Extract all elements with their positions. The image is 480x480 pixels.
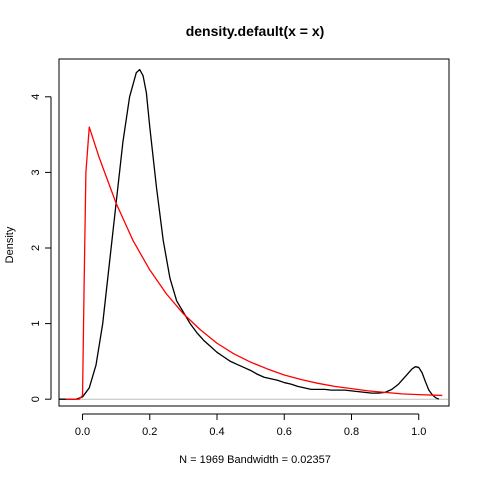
y-tick-label: 2 [30, 245, 42, 251]
x-tick-label: 0.8 [344, 426, 359, 438]
series-line-2 [65, 126, 443, 400]
x-tick-label: 0.0 [75, 426, 90, 438]
x-tick-label: 0.6 [277, 426, 292, 438]
y-axis-label: Density [4, 226, 16, 263]
x-axis-ticks: 0.0 0.2 0.4 0.6 0.8 1.0 [75, 413, 426, 438]
y-tick-label: 1 [30, 321, 42, 327]
x-tick-label: 0.4 [209, 426, 224, 438]
plot-area [59, 68, 448, 400]
y-axis-ticks: 0 1 2 3 4 [30, 94, 52, 402]
y-tick-label: 4 [30, 94, 42, 100]
x-tick-label: 0.2 [142, 426, 157, 438]
plot-frame [58, 58, 450, 407]
series-line-1 [59, 68, 440, 400]
y-tick-label: 3 [30, 169, 42, 175]
x-tick-label: 1.0 [411, 426, 426, 438]
x-axis-label: N = 1969 Bandwidth = 0.02357 [179, 454, 331, 466]
y-tick-label: 0 [30, 396, 42, 402]
chart-title: density.default(x = x) [186, 23, 325, 39]
